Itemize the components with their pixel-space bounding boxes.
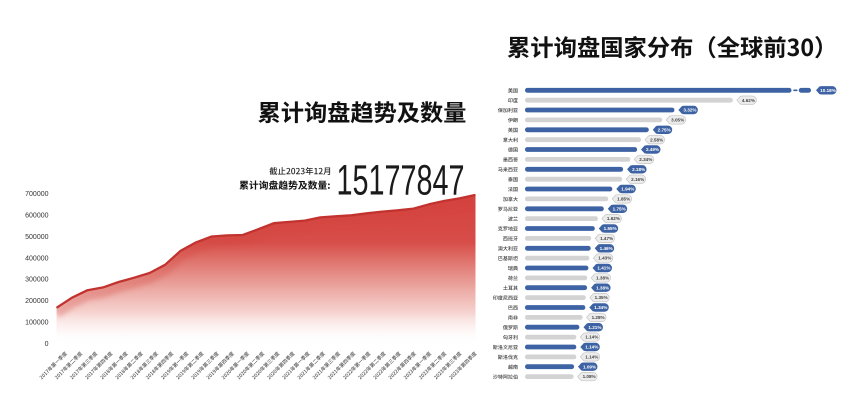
svg-text:1.41%: 1.41% [597,266,610,271]
svg-text:700000: 700000 [25,191,48,198]
svg-text:1.14%: 1.14% [585,335,598,340]
svg-text:3.32%: 3.32% [683,108,696,113]
svg-text:2.49%: 2.49% [646,147,659,152]
svg-text:500000: 500000 [25,234,48,241]
svg-text:1.55%: 1.55% [604,226,617,231]
svg-text:4.62%: 4.62% [742,98,755,103]
svg-text:1.21%: 1.21% [588,325,601,330]
svg-text:1.08%: 1.08% [583,374,596,379]
svg-text:3.05%: 3.05% [671,118,684,123]
svg-text:1.75%: 1.75% [613,206,626,211]
svg-text:1.85%: 1.85% [617,197,630,202]
svg-text:1.14%: 1.14% [585,355,598,360]
svg-text:200000: 200000 [25,298,48,305]
svg-text:1.14%: 1.14% [585,345,598,350]
svg-text:1.94%: 1.94% [621,187,634,192]
svg-text:2.34%: 2.34% [639,157,652,162]
svg-text:2.18%: 2.18% [632,167,645,172]
svg-text:300000: 300000 [25,277,48,284]
svg-text:1.62%: 1.62% [607,216,620,221]
svg-text:1.35%: 1.35% [595,295,608,300]
svg-text:1.46%: 1.46% [600,246,613,251]
svg-text:1.43%: 1.43% [598,256,611,261]
svg-text:1.09%: 1.09% [583,364,596,369]
svg-text:0: 0 [45,341,49,348]
svg-text:2.16%: 2.16% [631,177,644,182]
svg-text:100000: 100000 [25,320,48,327]
svg-text:2.58%: 2.58% [650,137,663,142]
svg-text:2.75%: 2.75% [658,127,671,132]
svg-text:1.34%: 1.34% [594,305,607,310]
svg-text:10.18%: 10.18% [820,88,836,93]
svg-text:1.28%: 1.28% [592,315,605,320]
svg-text:15177847: 15177847 [337,158,465,205]
svg-text:600000: 600000 [25,212,48,219]
svg-text:1.38%: 1.38% [596,276,609,281]
svg-text:1.47%: 1.47% [600,236,613,241]
svg-text:400000: 400000 [25,255,48,262]
svg-text:1.38%: 1.38% [596,285,609,290]
